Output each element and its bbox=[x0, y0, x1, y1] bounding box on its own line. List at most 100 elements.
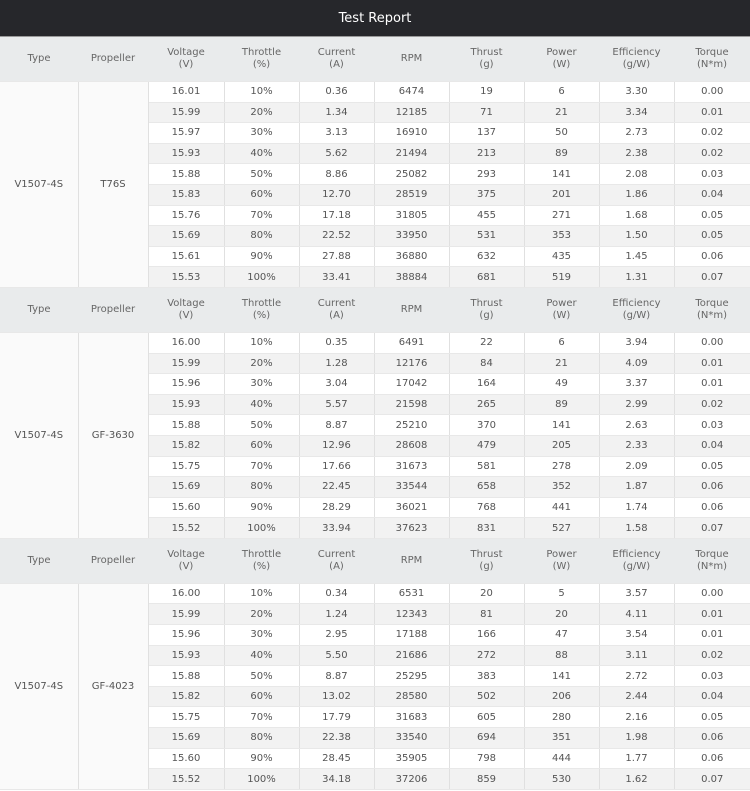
power-cell: 351 bbox=[524, 727, 600, 749]
current-cell: 17.66 bbox=[299, 456, 375, 478]
voltage-cell: 15.83 bbox=[148, 184, 225, 206]
throttle-cell: 40% bbox=[224, 645, 300, 667]
efficiency-cell: 1.31 bbox=[599, 266, 675, 288]
column-header: Propeller bbox=[78, 538, 148, 584]
throttle-cell: 70% bbox=[224, 456, 300, 478]
current-cell: 8.87 bbox=[299, 665, 375, 687]
type-cell: V1507-4S bbox=[0, 332, 79, 539]
torque-cell: 0.03 bbox=[674, 414, 750, 436]
table-row: 15.93 40% 5.50 21686 272 88 3.11 0.02 bbox=[0, 645, 750, 667]
current-cell: 33.94 bbox=[299, 517, 375, 539]
torque-cell: 0.01 bbox=[674, 603, 750, 626]
table-row: 15.61 90% 27.88 36880 632 435 1.45 0.06 bbox=[0, 246, 750, 268]
current-cell: 5.57 bbox=[299, 394, 375, 416]
throttle-cell: 80% bbox=[224, 476, 300, 498]
efficiency-cell: 3.34 bbox=[599, 102, 675, 124]
power-cell: 352 bbox=[524, 476, 600, 498]
table-row: 15.75 70% 17.66 31673 581 278 2.09 0.05 bbox=[0, 456, 750, 478]
torque-cell: 0.02 bbox=[674, 143, 750, 165]
efficiency-cell: 2.44 bbox=[599, 686, 675, 708]
thrust-cell: 479 bbox=[449, 435, 525, 457]
rpm-cell: 17188 bbox=[374, 624, 450, 646]
column-header: Throttle (%) bbox=[224, 37, 299, 82]
current-cell: 33.41 bbox=[299, 266, 375, 288]
table-row: V1507-4S GF-3630 16.00 10% 0.35 6491 22 6 3.94 0.… bbox=[0, 332, 750, 539]
power-cell: 89 bbox=[524, 394, 600, 416]
torque-cell: 0.04 bbox=[674, 184, 750, 206]
thrust-cell: 166 bbox=[449, 624, 525, 646]
table-row: 15.96 30% 3.04 17042 164 49 3.37 0.01 bbox=[0, 373, 750, 395]
column-header: Type bbox=[0, 37, 78, 82]
thrust-cell: 375 bbox=[449, 184, 525, 206]
current-cell: 34.18 bbox=[299, 768, 375, 790]
table-row: 15.93 40% 5.62 21494 213 89 2.38 0.02 bbox=[0, 143, 750, 165]
column-header: Power (W) bbox=[524, 287, 599, 333]
voltage-cell: 15.97 bbox=[148, 122, 225, 144]
torque-cell: 0.07 bbox=[674, 768, 750, 790]
efficiency-cell: 2.33 bbox=[599, 435, 675, 457]
current-cell: 12.70 bbox=[299, 184, 375, 206]
thrust-cell: 581 bbox=[449, 456, 525, 478]
thrust-cell: 272 bbox=[449, 645, 525, 667]
thrust-cell: 84 bbox=[449, 353, 525, 375]
throttle-cell: 10% bbox=[224, 583, 300, 605]
power-cell: 88 bbox=[524, 645, 600, 667]
throttle-cell: 30% bbox=[224, 122, 300, 144]
report-title: Test Report bbox=[0, 0, 750, 37]
throttle-cell: 100% bbox=[224, 768, 300, 790]
voltage-cell: 15.96 bbox=[148, 373, 225, 395]
power-cell: 49 bbox=[524, 373, 600, 395]
voltage-cell: 15.82 bbox=[148, 435, 225, 457]
efficiency-cell: 1.58 bbox=[599, 517, 675, 539]
efficiency-cell: 3.57 bbox=[599, 583, 675, 605]
efficiency-cell: 4.11 bbox=[599, 603, 675, 626]
column-header: Thrust (g) bbox=[449, 287, 524, 333]
power-cell: 530 bbox=[524, 768, 600, 790]
table-row: 15.99 20% 1.28 12176 84 21 4.09 0.01 bbox=[0, 353, 750, 375]
column-header: Torque (N*m) bbox=[674, 538, 750, 584]
power-cell: 444 bbox=[524, 748, 600, 770]
torque-cell: 0.06 bbox=[674, 246, 750, 268]
table-row: 15.99 20% 1.24 12343 81 20 4.11 0.01 bbox=[0, 603, 750, 626]
current-cell: 17.79 bbox=[299, 706, 375, 729]
table-row: 15.88 50% 8.86 25082 293 141 2.08 0.03 bbox=[0, 163, 750, 185]
column-header: Torque (N*m) bbox=[674, 37, 750, 82]
throttle-cell: 60% bbox=[224, 686, 300, 708]
table-row: 15.82 60% 12.96 28608 479 205 2.33 0.04 bbox=[0, 435, 750, 457]
rpm-cell: 12176 bbox=[374, 353, 450, 375]
power-cell: 280 bbox=[524, 706, 600, 729]
efficiency-cell: 1.45 bbox=[599, 246, 675, 268]
current-cell: 28.45 bbox=[299, 748, 375, 770]
efficiency-cell: 1.87 bbox=[599, 476, 675, 498]
torque-cell: 0.05 bbox=[674, 225, 750, 247]
rpm-cell: 21598 bbox=[374, 394, 450, 416]
current-cell: 12.96 bbox=[299, 435, 375, 457]
table-row: 15.96 30% 2.95 17188 166 47 3.54 0.01 bbox=[0, 624, 750, 646]
efficiency-cell: 2.73 bbox=[599, 122, 675, 144]
current-cell: 1.34 bbox=[299, 102, 375, 124]
rpm-cell: 6491 bbox=[374, 332, 450, 354]
throttle-cell: 70% bbox=[224, 205, 300, 227]
rpm-cell: 37623 bbox=[374, 517, 450, 539]
thrust-cell: 383 bbox=[449, 665, 525, 687]
power-cell: 47 bbox=[524, 624, 600, 646]
efficiency-cell: 3.94 bbox=[599, 332, 675, 354]
rpm-cell: 25210 bbox=[374, 414, 450, 436]
power-cell: 141 bbox=[524, 414, 600, 436]
voltage-cell: 15.61 bbox=[148, 246, 225, 268]
propeller-cell: GF-3630 bbox=[78, 332, 149, 539]
power-cell: 278 bbox=[524, 456, 600, 478]
rpm-cell: 36021 bbox=[374, 497, 450, 519]
column-header: Thrust (g) bbox=[449, 37, 524, 82]
power-cell: 89 bbox=[524, 143, 600, 165]
table-row: 15.69 80% 22.52 33950 531 353 1.50 0.05 bbox=[0, 225, 750, 247]
voltage-cell: 15.75 bbox=[148, 456, 225, 478]
table-row: 15.88 50% 8.87 25210 370 141 2.63 0.03 bbox=[0, 414, 750, 436]
column-header: Efficiency (g/W) bbox=[599, 287, 674, 333]
throttle-cell: 10% bbox=[224, 81, 300, 103]
power-cell: 353 bbox=[524, 225, 600, 247]
table-row: 15.99 20% 1.34 12185 71 21 3.34 0.01 bbox=[0, 102, 750, 124]
torque-cell: 0.03 bbox=[674, 665, 750, 687]
torque-cell: 0.03 bbox=[674, 163, 750, 185]
thrust-cell: 265 bbox=[449, 394, 525, 416]
